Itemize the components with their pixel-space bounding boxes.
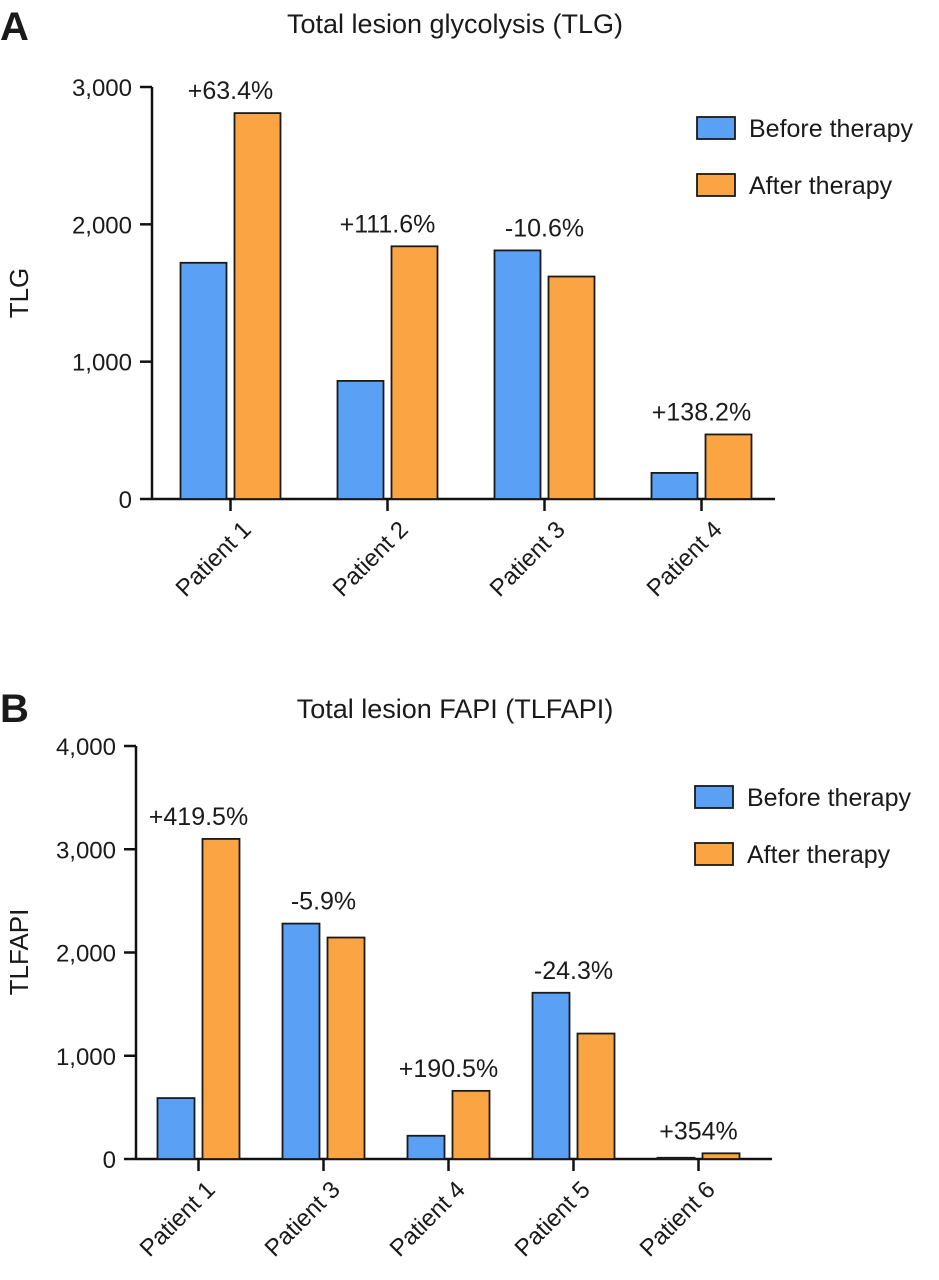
x-category-label: Patient 4 [385,1176,471,1262]
chart-panel-b: B Total lesion FAPI (TLFAPI) TLFAPI 0 1,000 2… [0,687,911,1262]
y-tick-label: 3,000 [56,837,116,864]
chart-panel-a: A Total lesion glycolysis (TLG) TLG 0 1,000 2… [0,5,913,602]
bar-before [531,991,571,1160]
bar-before [156,1097,196,1160]
change-annotation: +419.5% [149,803,248,831]
legend-label: Before therapy [747,784,911,812]
legend-label: After therapy [747,841,891,869]
chart-title: Total lesion glycolysis (TLG) [287,9,623,39]
legend-swatch [694,842,734,866]
legend-swatch [696,116,736,140]
y-tick-label: 2,000 [72,212,132,239]
bar-after [576,1032,616,1160]
bar-before [656,1156,696,1160]
bar-before [179,261,228,500]
bar-after [201,838,241,1160]
panel-letter: B [0,687,29,731]
y-tick-label: 0 [103,1147,116,1174]
y-tick-label: 1,000 [56,1044,116,1071]
x-category-label: Patient 1 [171,516,257,602]
change-annotation: +63.4% [188,77,274,105]
change-annotation: -5.9% [291,888,356,916]
y-axis-label: TLG [4,268,34,319]
legend-swatch [696,173,736,197]
y-tick-label: 2,000 [56,941,116,968]
bar-before [336,379,385,500]
x-category-label: Patient 6 [635,1176,721,1262]
bar-after [326,936,366,1160]
change-annotation: +111.6% [340,210,436,238]
bar-after [547,275,596,500]
bar-before [493,249,542,500]
legend-swatch [694,785,734,809]
change-annotation: -10.6% [505,214,584,242]
y-tick-label: 1,000 [72,350,132,377]
x-category-label: Patient 3 [260,1176,346,1262]
legend-label: Before therapy [749,115,913,143]
y-tick-label: 3,000 [72,75,132,102]
bar-before [281,922,321,1160]
change-annotation: -24.3% [534,957,613,985]
bar-after [704,433,753,500]
x-category-label: Patient 5 [510,1176,596,1262]
bar-after [233,112,282,500]
bar-after [451,1089,491,1160]
x-category-label: Patient 4 [642,516,728,602]
bar-before [650,472,699,500]
legend-label: After therapy [749,172,893,200]
chart-title: Total lesion FAPI (TLFAPI) [297,694,614,724]
change-annotation: +354% [659,1117,738,1145]
y-tick-label: 4,000 [56,734,116,761]
change-annotation: +138.2% [652,398,751,426]
bar-after [390,245,439,500]
x-category-label: Patient 3 [485,516,571,602]
x-category-label: Patient 1 [135,1176,221,1262]
y-axis-label: TLFAPI [4,909,34,996]
bar-after [701,1152,741,1160]
change-annotation: +190.5% [399,1055,498,1083]
y-tick-label: 0 [119,487,132,514]
panel-letter: A [0,5,29,49]
x-category-label: Patient 2 [328,516,414,602]
bar-before [406,1134,446,1160]
